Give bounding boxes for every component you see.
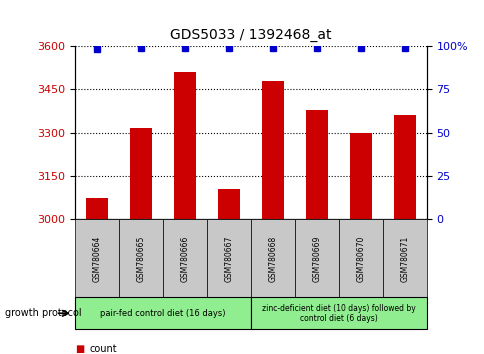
Bar	[261, 81, 283, 219]
Text: GSM780664: GSM780664	[92, 235, 102, 282]
Text: zinc-deficient diet (10 days) followed by
control diet (6 days): zinc-deficient diet (10 days) followed b…	[261, 304, 415, 323]
Bar	[393, 115, 415, 219]
Text: ■: ■	[75, 344, 84, 354]
Text: GSM780665: GSM780665	[136, 235, 145, 282]
Bar	[174, 72, 196, 219]
Text: GSM780671: GSM780671	[399, 235, 408, 281]
Text: growth protocol: growth protocol	[5, 308, 81, 318]
Text: GSM780669: GSM780669	[312, 235, 321, 282]
Text: GSM780667: GSM780667	[224, 235, 233, 282]
Text: pair-fed control diet (16 days): pair-fed control diet (16 days)	[100, 309, 226, 318]
Text: GSM780668: GSM780668	[268, 235, 277, 281]
Bar	[130, 129, 152, 219]
Bar	[349, 133, 371, 219]
Title: GDS5033 / 1392468_at: GDS5033 / 1392468_at	[170, 28, 331, 42]
Bar	[305, 110, 327, 219]
Bar	[218, 189, 240, 219]
Text: GSM780670: GSM780670	[356, 235, 364, 282]
Text: count: count	[90, 344, 117, 354]
Bar	[86, 198, 108, 219]
Text: GSM780666: GSM780666	[180, 235, 189, 282]
